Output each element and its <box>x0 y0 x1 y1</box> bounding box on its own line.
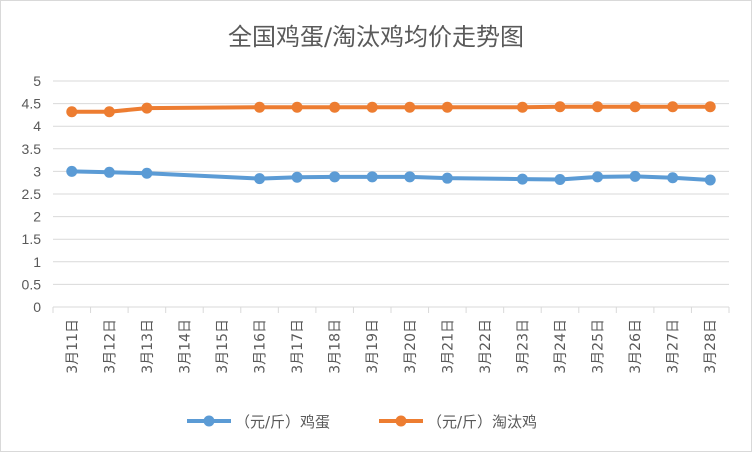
data-point <box>254 101 266 113</box>
series-layer <box>66 101 716 186</box>
data-point <box>329 171 341 183</box>
x-tick-label: 3月11日 <box>65 319 81 374</box>
x-tick-label: 3月27日 <box>666 319 682 374</box>
x-tick-label: 3月28日 <box>703 319 719 374</box>
data-point <box>329 101 341 113</box>
x-tick-label: 3月13日 <box>140 319 156 374</box>
data-point <box>704 101 716 113</box>
data-point <box>291 171 303 183</box>
data-point <box>516 173 528 185</box>
x-tick-label: 3月21日 <box>440 319 456 374</box>
data-point <box>254 173 266 185</box>
series-1 <box>66 101 716 118</box>
data-point <box>629 101 641 113</box>
y-tick-label: 5 <box>33 73 41 89</box>
data-point <box>141 102 153 114</box>
chart-title: 全国鸡蛋/淘汰鸡均价走势图 <box>228 23 524 51</box>
data-point <box>667 172 679 184</box>
data-point <box>103 106 115 118</box>
y-tick-label: 1.5 <box>22 231 42 247</box>
series-0 <box>66 165 716 186</box>
x-tick-label: 3月12日 <box>102 319 118 374</box>
data-point <box>554 101 566 113</box>
series-line <box>71 169 711 182</box>
data-point <box>404 101 416 113</box>
x-tick-label: 3月18日 <box>328 319 344 374</box>
legend-label: （元/斤）鸡蛋 <box>235 413 330 431</box>
x-tick-label: 3月23日 <box>515 319 531 374</box>
y-tick-label: 0.5 <box>22 276 42 292</box>
data-point <box>516 101 528 113</box>
y-tick-label: 2.5 <box>22 186 42 202</box>
gridlines <box>52 80 730 313</box>
legend-label: （元/斤）淘汰鸡 <box>427 413 537 431</box>
legend-swatch-marker <box>395 415 407 427</box>
y-tick-label: 2 <box>33 209 41 225</box>
data-point <box>441 101 453 113</box>
data-point <box>592 101 604 113</box>
data-point <box>704 174 716 186</box>
data-point <box>66 106 78 118</box>
data-point <box>404 171 416 183</box>
x-tick-label: 3月16日 <box>253 319 269 374</box>
data-point <box>141 167 153 179</box>
data-point <box>592 171 604 183</box>
x-axis-ticks: 3月11日 3月12日 3月13日 3月14日 3月15日 3月16日 3月17日 3月18日… <box>65 319 719 374</box>
y-tick-label: 0 <box>33 299 41 315</box>
data-point <box>66 165 78 177</box>
x-tick-label: 3月22日 <box>478 319 494 374</box>
x-tick-label: 3月24日 <box>553 319 569 374</box>
data-point <box>291 101 303 113</box>
y-axis-ticks: 0 0.5 1 1.5 2 2.5 3 3.5 4 4.5 5 <box>22 73 42 315</box>
y-tick-label: 4 <box>33 118 41 134</box>
data-point <box>629 170 641 182</box>
x-tick-label: 3月26日 <box>628 319 644 374</box>
y-tick-label: 3 <box>33 163 41 179</box>
data-point <box>554 174 566 186</box>
y-tick-label: 4.5 <box>22 96 42 112</box>
x-tick-label: 3月17日 <box>290 319 306 374</box>
data-point <box>667 101 679 113</box>
legend: （元/斤）鸡蛋 （元/斤）淘汰鸡 <box>187 413 537 431</box>
x-tick-label: 3月15日 <box>215 319 231 374</box>
x-tick-label: 3月25日 <box>591 319 607 374</box>
x-tick-label: 3月19日 <box>365 319 381 374</box>
x-tick-label: 3月20日 <box>403 319 419 374</box>
x-tick-label: 3月14日 <box>177 319 193 374</box>
series-line <box>71 104 711 114</box>
data-point <box>366 101 378 113</box>
legend-swatch-marker <box>203 415 215 427</box>
y-tick-label: 1 <box>33 254 41 270</box>
y-tick-label: 3.5 <box>22 141 42 157</box>
data-point <box>103 166 115 178</box>
data-point <box>366 171 378 183</box>
data-point <box>441 172 453 184</box>
